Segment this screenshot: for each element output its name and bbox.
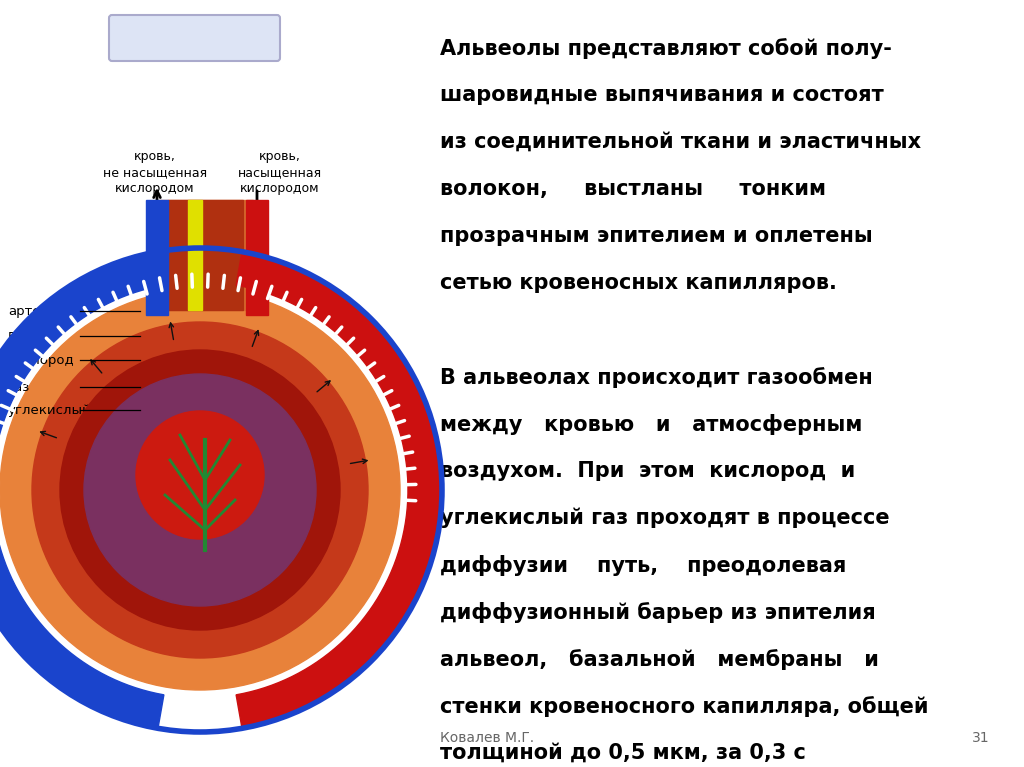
FancyBboxPatch shape	[246, 200, 268, 315]
Polygon shape	[0, 254, 164, 726]
Text: воздухом.  При  этом  кислород  и: воздухом. При этом кислород и	[440, 461, 855, 481]
Text: прозрачным эпителием и оплетены: прозрачным эпителием и оплетены	[440, 226, 872, 246]
Text: между   кровью   и   атмосферным: между кровью и атмосферным	[440, 414, 862, 435]
Text: Альвеолы представляют собой полу-: Альвеолы представляют собой полу-	[440, 38, 892, 59]
Text: газ: газ	[8, 381, 31, 393]
Text: кровь,: кровь,	[259, 150, 301, 163]
Text: кислород: кислород	[8, 354, 75, 367]
FancyBboxPatch shape	[188, 200, 202, 310]
Circle shape	[0, 290, 400, 690]
Circle shape	[136, 411, 264, 539]
Text: кислородом: кислородом	[241, 182, 319, 195]
Text: Альвеола: Альвеола	[130, 30, 260, 54]
Text: не насыщенная: не насыщенная	[103, 166, 207, 179]
Text: В альвеолах происходит газообмен: В альвеолах происходит газообмен	[440, 367, 872, 388]
Text: толщиной до 0,5 мкм, за 0,3 с: толщиной до 0,5 мкм, за 0,3 с	[440, 743, 806, 763]
Text: артерия: артерия	[8, 305, 66, 318]
Text: сетью кровеносных капилляров.: сетью кровеносных капилляров.	[440, 273, 837, 293]
Text: углекислый: углекислый	[8, 404, 92, 416]
Text: стенки кровеносного капилляра, общей: стенки кровеносного капилляра, общей	[440, 696, 929, 717]
Text: Ковалев М.Г.: Ковалев М.Г.	[440, 731, 535, 745]
Text: альвеол,   базальной   мембраны   и: альвеол, базальной мембраны и	[440, 649, 879, 670]
Text: диффузии    путь,    преодолевая: диффузии путь, преодолевая	[440, 555, 847, 576]
Text: насыщенная: насыщенная	[238, 166, 323, 179]
FancyBboxPatch shape	[168, 200, 243, 310]
Circle shape	[84, 374, 316, 606]
Text: вена: вена	[8, 330, 41, 342]
Circle shape	[60, 350, 340, 630]
FancyBboxPatch shape	[158, 200, 253, 310]
Polygon shape	[237, 254, 440, 726]
Text: 31: 31	[973, 731, 990, 745]
Circle shape	[32, 322, 368, 658]
Text: кровь,: кровь,	[134, 150, 176, 163]
FancyBboxPatch shape	[109, 15, 280, 61]
Text: из соединительной ткани и эластичных: из соединительной ткани и эластичных	[440, 132, 922, 152]
FancyBboxPatch shape	[146, 200, 168, 315]
Text: углекислый газ проходят в процессе: углекислый газ проходят в процессе	[440, 508, 890, 528]
Text: шаровидные выпячивания и состоят: шаровидные выпячивания и состоят	[440, 85, 884, 105]
Text: кислородом: кислородом	[115, 182, 195, 195]
Text: диффузионный барьер из эпителия: диффузионный барьер из эпителия	[440, 602, 876, 623]
Text: волокон,     выстланы     тонким: волокон, выстланы тонким	[440, 179, 826, 199]
